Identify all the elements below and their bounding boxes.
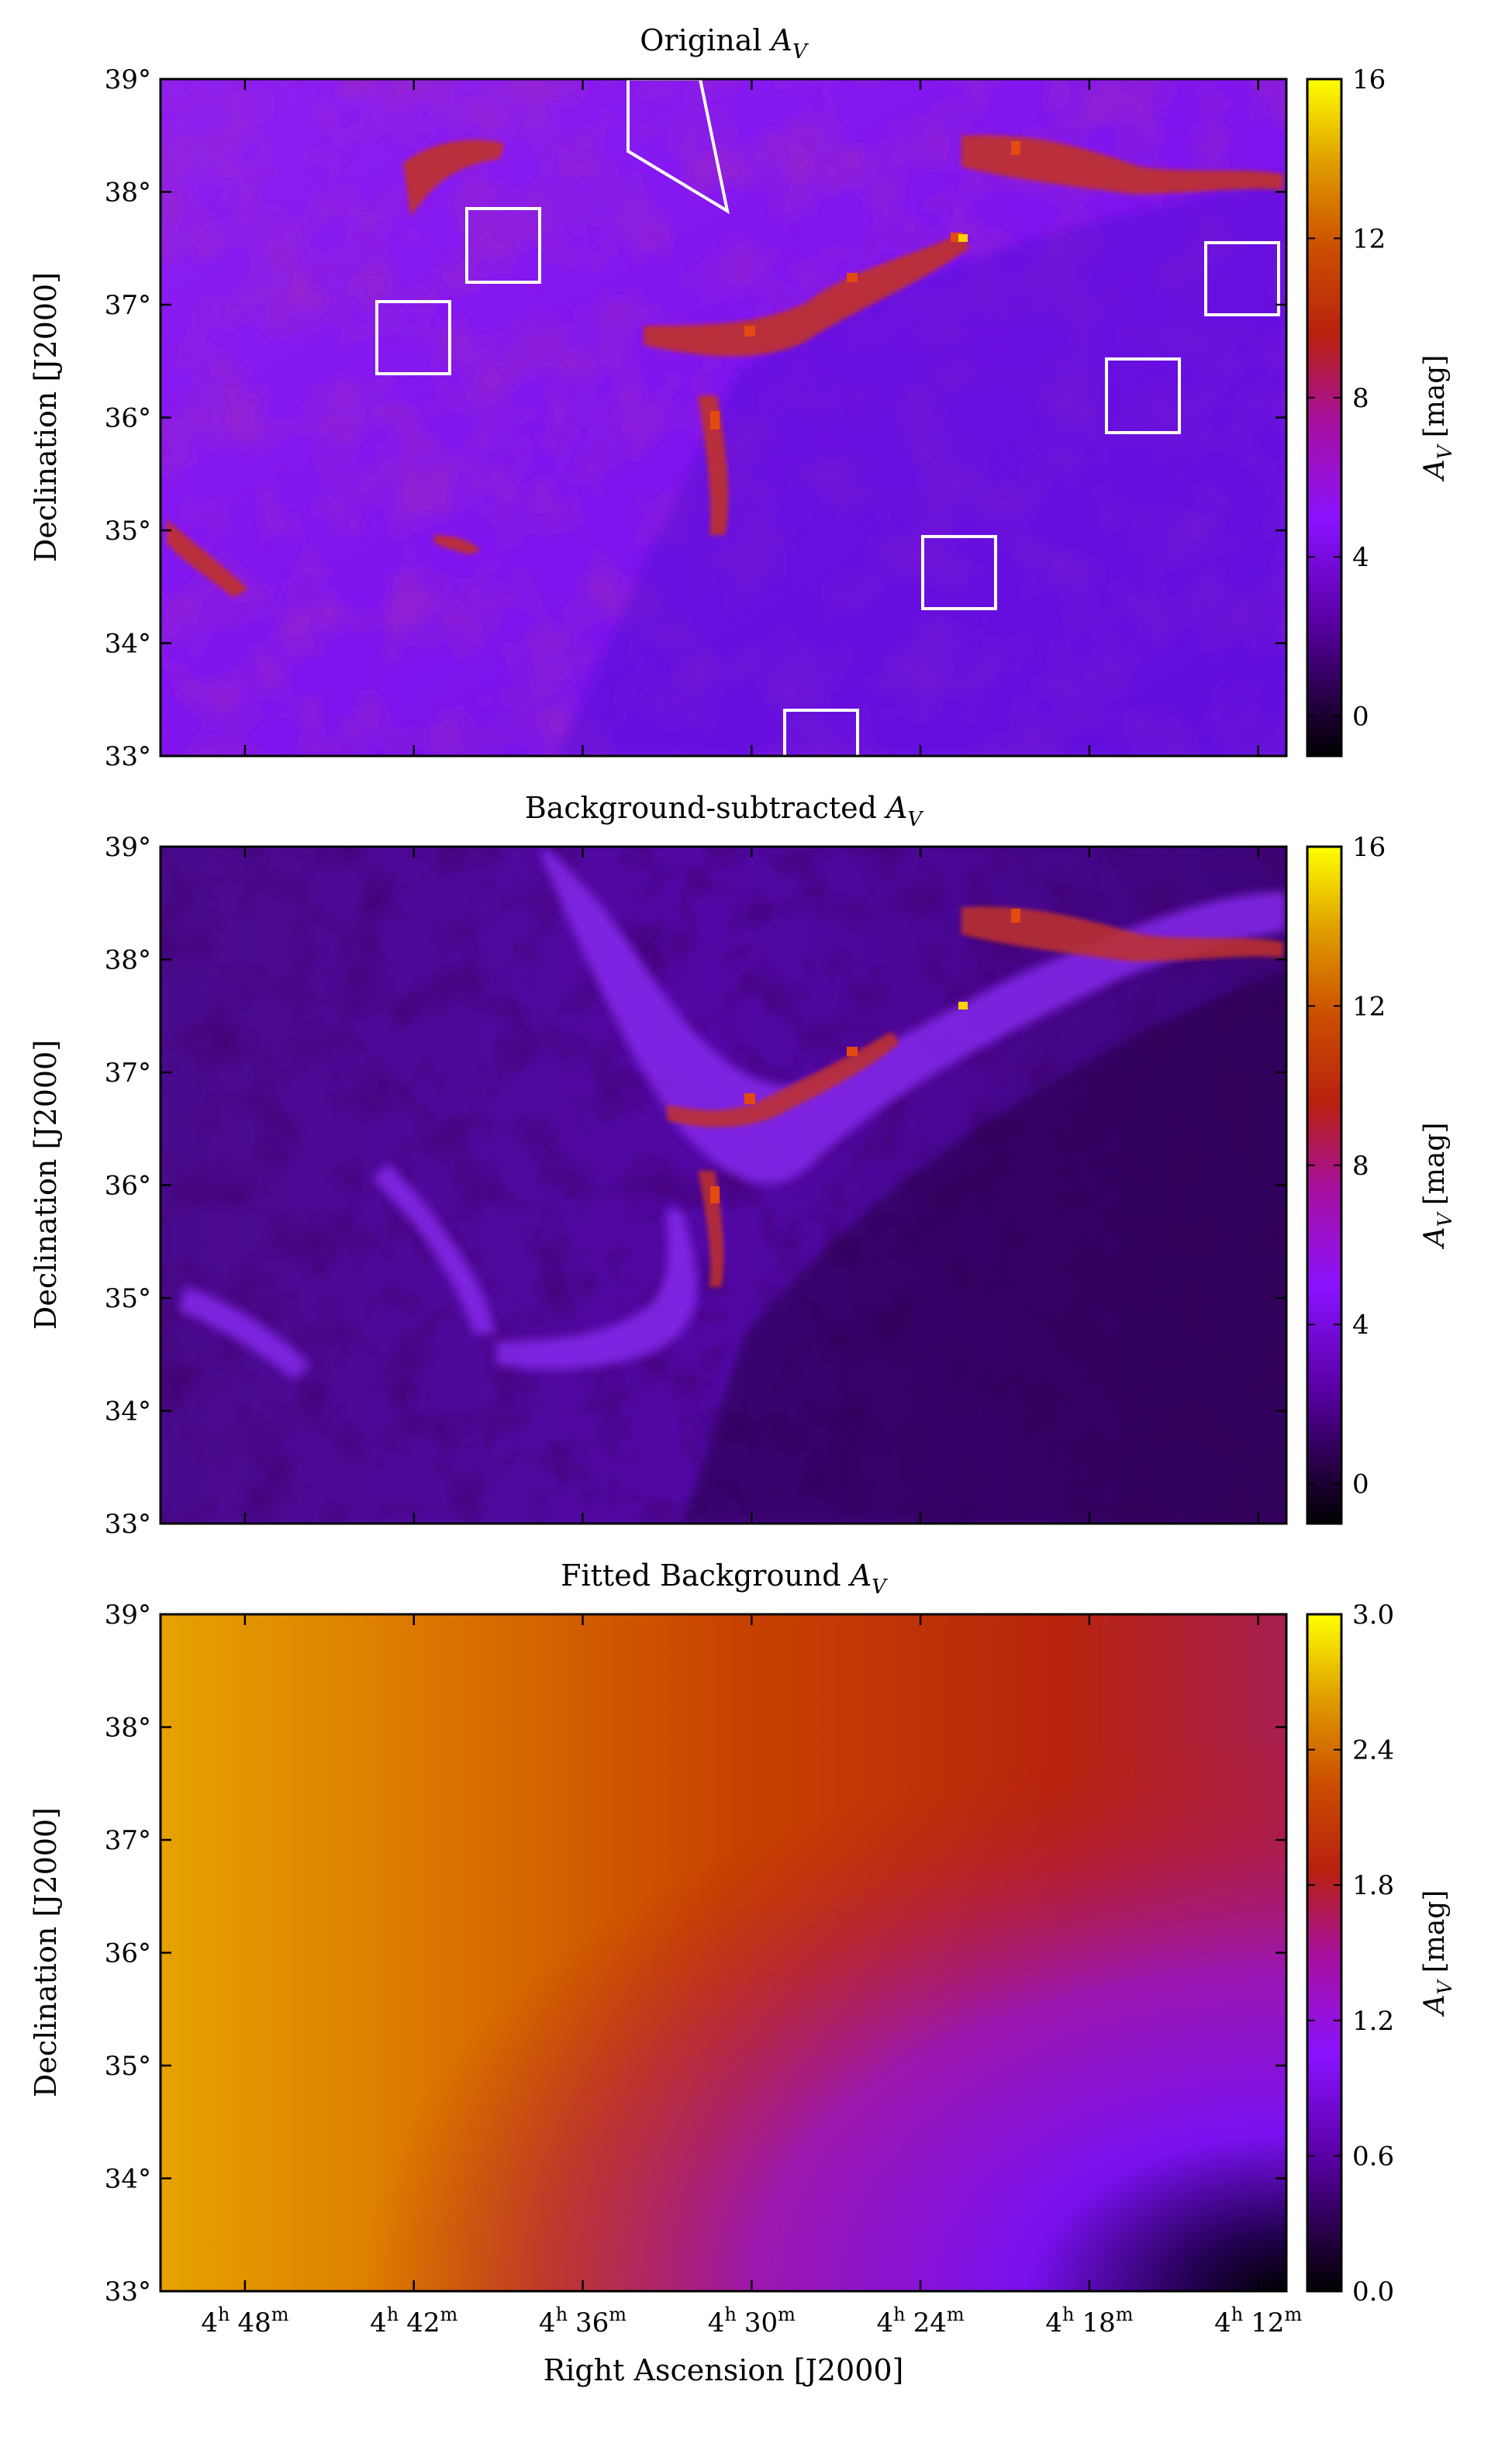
x-tick-label: 4h 48m bbox=[201, 2304, 288, 2338]
x-ticks bbox=[243, 1614, 1259, 2291]
y-tick-label: 35° bbox=[105, 516, 151, 547]
y-tick-label: 36° bbox=[105, 1171, 151, 1202]
colorbar: 0.0 0.6 1.2 1.8 2.4 3.0 AV[mag] bbox=[1306, 1600, 1456, 2307]
y-ticks: 33° 34° 35° 36° 37° 38° 39° bbox=[105, 832, 1286, 1540]
y-axis-label: Declination [J2000] bbox=[29, 1040, 63, 1330]
colorbar-tick-label: 1.8 bbox=[1352, 1870, 1394, 1901]
x-ticks bbox=[243, 79, 1259, 756]
colorbar-tick-label: 0 bbox=[1352, 702, 1369, 733]
y-tick-label: 39° bbox=[105, 832, 151, 863]
y-tick-label: 33° bbox=[105, 1509, 151, 1540]
y-tick-label: 37° bbox=[105, 1825, 151, 1856]
colorbar-tick-label: 0.6 bbox=[1352, 2141, 1394, 2172]
y-tick-label: 33° bbox=[105, 2276, 151, 2307]
x-tick-label: 4h 42m bbox=[370, 2304, 457, 2338]
colorbar-ticks: 0 4 8 12 16 bbox=[1307, 64, 1386, 733]
region-box bbox=[1204, 241, 1280, 316]
y-axis-label: Declination [J2000] bbox=[29, 1807, 63, 2097]
background-region-overlays bbox=[375, 79, 1280, 756]
colorbar-tick-label: 1.2 bbox=[1352, 2006, 1394, 2037]
colorbar-tick-label: 4 bbox=[1352, 1310, 1369, 1341]
region-box bbox=[1105, 357, 1181, 434]
region-box bbox=[783, 709, 859, 756]
panel-title: Fitted Background AV bbox=[561, 1558, 888, 1599]
colorbar-tick-label: 0 bbox=[1352, 1469, 1369, 1500]
y-tick-label: 38° bbox=[105, 945, 151, 976]
y-tick-label: 38° bbox=[105, 178, 151, 209]
colorbar-label: AV[mag] bbox=[1419, 1123, 1456, 1250]
x-ticks bbox=[243, 847, 1259, 1524]
y-tick-label: 36° bbox=[105, 1938, 151, 1969]
colorbar-tick-label: 16 bbox=[1352, 832, 1386, 863]
colorbar-label: AV[mag] bbox=[1419, 355, 1456, 482]
region-polygon bbox=[627, 79, 730, 215]
y-tick-label: 34° bbox=[105, 1396, 151, 1427]
y-tick-label: 35° bbox=[105, 2051, 151, 2082]
y-ticks: 33° 34° 35° 36° 37° 38° 39° bbox=[105, 64, 1286, 772]
panel-fitted-background: 33° 34° 35° 36° 37° 38° 39° 4h 48m 4h 42m 4h 36m 4h 3… bbox=[29, 1558, 1456, 2387]
x-tick-label: 4h 18m bbox=[1045, 2304, 1133, 2338]
heatmap-image bbox=[161, 79, 1286, 756]
colorbar-label: AV[mag] bbox=[1419, 1890, 1456, 2017]
colorbar: 0 4 8 12 16 AV[mag] bbox=[1306, 832, 1456, 1525]
panel-background-subtracted: 33° 34° 35° 36° 37° 38° 39° Background-subtrac… bbox=[29, 791, 1456, 1540]
y-axis-label: Declination [J2000] bbox=[29, 272, 63, 562]
colorbar-tick-label: 0.0 bbox=[1352, 2276, 1394, 2307]
y-tick-label: 35° bbox=[105, 1283, 151, 1314]
x-tick-label: 4h 24m bbox=[877, 2304, 965, 2338]
colorbar-tick-label: 3.0 bbox=[1352, 1600, 1394, 1631]
y-tick-label: 38° bbox=[105, 1713, 151, 1744]
y-tick-label: 39° bbox=[105, 64, 151, 95]
x-tick-label: 4h 12m bbox=[1214, 2304, 1302, 2338]
x-tick-label: 4h 30m bbox=[708, 2304, 796, 2338]
colorbar-tick-label: 2.4 bbox=[1352, 1735, 1394, 1766]
colorbar-tick-label: 4 bbox=[1352, 542, 1369, 573]
y-tick-label: 34° bbox=[105, 629, 151, 660]
y-tick-label: 36° bbox=[105, 403, 151, 434]
x-tick-label: 4h 36m bbox=[539, 2304, 627, 2338]
colorbar: 0 4 8 12 16 AV[mag] bbox=[1306, 64, 1456, 758]
region-box bbox=[465, 207, 541, 284]
heatmap-image bbox=[161, 1614, 1286, 2291]
panel-title: Background-subtracted AV bbox=[525, 791, 924, 831]
colorbar-ticks: 0.0 0.6 1.2 1.8 2.4 3.0 bbox=[1307, 1600, 1394, 2307]
y-tick-label: 34° bbox=[105, 2164, 151, 2195]
x-tick-labels: 4h 48m 4h 42m 4h 36m 4h 30m 4h 24m 4h 18m 4h 12m bbox=[201, 2304, 1302, 2338]
y-ticks: 33° 34° 35° 36° 37° 38° 39° bbox=[105, 1600, 1286, 2307]
panel-title: Original AV bbox=[640, 23, 809, 64]
region-box bbox=[921, 535, 997, 610]
y-tick-label: 33° bbox=[105, 741, 151, 772]
colorbar-tick-label: 8 bbox=[1352, 1151, 1369, 1182]
colorbar-tick-label: 16 bbox=[1352, 64, 1386, 95]
heatmap-image bbox=[161, 847, 1286, 1524]
colorbar-tick-label: 12 bbox=[1352, 223, 1386, 254]
y-tick-label: 37° bbox=[105, 1058, 151, 1089]
x-axis-label: Right Ascension [J2000] bbox=[544, 2353, 904, 2387]
colorbar-tick-label: 12 bbox=[1352, 991, 1386, 1022]
region-box bbox=[375, 300, 451, 375]
y-tick-label: 37° bbox=[105, 290, 151, 321]
y-tick-label: 39° bbox=[105, 1600, 151, 1631]
colorbar-tick-label: 8 bbox=[1352, 383, 1369, 414]
colorbar-ticks: 0 4 8 12 16 bbox=[1307, 832, 1386, 1500]
panel-original: 33° 34° 35° 36° 37° 38° 39° Original AV Declina… bbox=[29, 23, 1456, 772]
